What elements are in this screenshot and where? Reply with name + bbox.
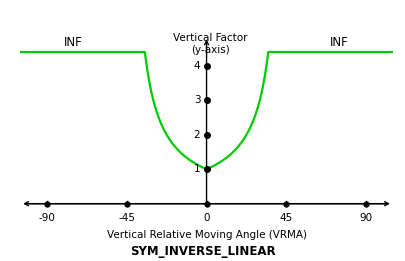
Text: 3: 3 bbox=[194, 95, 200, 105]
Text: INF: INF bbox=[64, 35, 83, 49]
Text: 2: 2 bbox=[194, 130, 200, 140]
Text: Vertical Factor
(y-axis): Vertical Factor (y-axis) bbox=[173, 33, 247, 55]
Text: 90: 90 bbox=[360, 213, 373, 223]
Text: 45: 45 bbox=[280, 213, 293, 223]
Text: SYM_INVERSE_LINEAR: SYM_INVERSE_LINEAR bbox=[130, 245, 275, 258]
Text: 4: 4 bbox=[194, 61, 200, 71]
Text: 1: 1 bbox=[194, 164, 200, 174]
Text: INF: INF bbox=[330, 35, 349, 49]
Text: -90: -90 bbox=[38, 213, 55, 223]
Text: Vertical Relative Moving Angle (VRMA): Vertical Relative Moving Angle (VRMA) bbox=[107, 229, 307, 240]
Text: -45: -45 bbox=[118, 213, 135, 223]
Text: 0: 0 bbox=[203, 213, 210, 223]
